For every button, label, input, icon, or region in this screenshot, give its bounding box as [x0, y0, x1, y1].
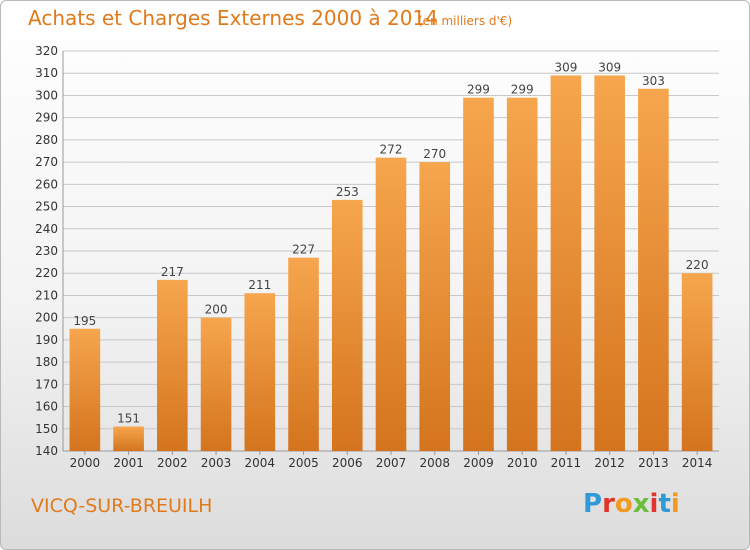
x-tick-label-2013: 2013 [638, 456, 669, 470]
bar-2000 [69, 328, 101, 451]
x-tick-label-2002: 2002 [157, 456, 188, 470]
bar-2014 [681, 273, 713, 451]
x-tick-label-2000: 2000 [70, 456, 101, 470]
y-tick-label: 290 [35, 111, 58, 125]
y-tick-label: 280 [35, 133, 58, 147]
x-tick-label-2014: 2014 [682, 456, 713, 470]
data-label-2005: 227 [292, 243, 315, 257]
logo-letter: i [670, 489, 680, 519]
logo-letter: r [602, 489, 615, 519]
bar-2010 [506, 97, 538, 452]
y-tick-label: 260 [35, 177, 58, 191]
bar-2005 [288, 257, 319, 451]
logo-letter: i [649, 489, 659, 519]
y-tick-label: 140 [35, 444, 58, 458]
data-label-2000: 195 [73, 314, 96, 328]
proxiti-logo: Proxiti [583, 489, 680, 519]
logo-letter: x [632, 489, 650, 519]
y-tick-label: 310 [35, 66, 58, 80]
data-label-2007: 272 [380, 143, 403, 157]
bar-2002 [157, 279, 188, 451]
data-label-2014: 220 [686, 258, 709, 272]
bar-2011 [550, 75, 582, 451]
data-label-2001: 151 [117, 412, 140, 426]
data-label-2011: 309 [554, 60, 577, 74]
data-label-2010: 299 [511, 83, 534, 97]
y-tick-label: 190 [35, 333, 58, 347]
bar-2008 [419, 162, 451, 451]
x-tick-label-2011: 2011 [551, 456, 582, 470]
y-tick-label: 240 [35, 222, 58, 236]
logo-letter: o [614, 489, 633, 519]
bar-2007 [375, 157, 407, 451]
logo-letter: t [658, 489, 671, 519]
data-label-2013: 303 [642, 74, 665, 88]
chart-unit: (en milliers d'€) [418, 14, 513, 28]
x-tick-label-2006: 2006 [332, 456, 363, 470]
bar-2003 [200, 317, 232, 451]
bar-2001 [113, 426, 144, 451]
y-tick-label: 250 [35, 200, 58, 214]
y-tick-label: 160 [35, 400, 58, 414]
bar-2006 [331, 199, 363, 451]
y-tick-label: 270 [35, 155, 58, 169]
x-tick-label-2008: 2008 [419, 456, 450, 470]
y-tick-label: 180 [35, 355, 58, 369]
x-tick-label-2001: 2001 [113, 456, 144, 470]
y-tick-label: 210 [35, 288, 58, 302]
y-tick-label: 230 [35, 244, 58, 258]
y-tick-label: 220 [35, 266, 58, 280]
data-label-2004: 211 [248, 278, 271, 292]
bar-2013 [638, 88, 669, 452]
data-label-2008: 270 [423, 147, 446, 161]
y-tick-label: 300 [35, 88, 58, 102]
chart-title: Achats et Charges Externes 2000 à 2014 [28, 6, 438, 30]
x-tick-label-2009: 2009 [463, 456, 494, 470]
data-label-2012: 309 [598, 60, 621, 74]
logo-letter: P [583, 489, 603, 519]
y-tick-label: 320 [35, 44, 58, 58]
x-tick-label-2003: 2003 [201, 456, 232, 470]
x-tick-label-2007: 2007 [376, 456, 407, 470]
y-tick-label: 150 [35, 422, 58, 436]
bar-2004 [244, 293, 276, 451]
data-label-2006: 253 [336, 185, 359, 199]
x-tick-label-2005: 2005 [288, 456, 319, 470]
x-tick-label-2004: 2004 [245, 456, 276, 470]
bar-2012 [594, 75, 625, 451]
bar-2009 [463, 97, 494, 452]
data-label-2003: 200 [205, 303, 228, 317]
data-label-2009: 299 [467, 83, 490, 97]
x-tick-label-2012: 2012 [594, 456, 625, 470]
place-name: VICQ-SUR-BREUILH [31, 495, 213, 517]
data-label-2002: 217 [161, 265, 184, 279]
y-tick-label: 200 [35, 311, 58, 325]
y-tick-label: 170 [35, 377, 58, 391]
x-tick-label-2010: 2010 [507, 456, 538, 470]
